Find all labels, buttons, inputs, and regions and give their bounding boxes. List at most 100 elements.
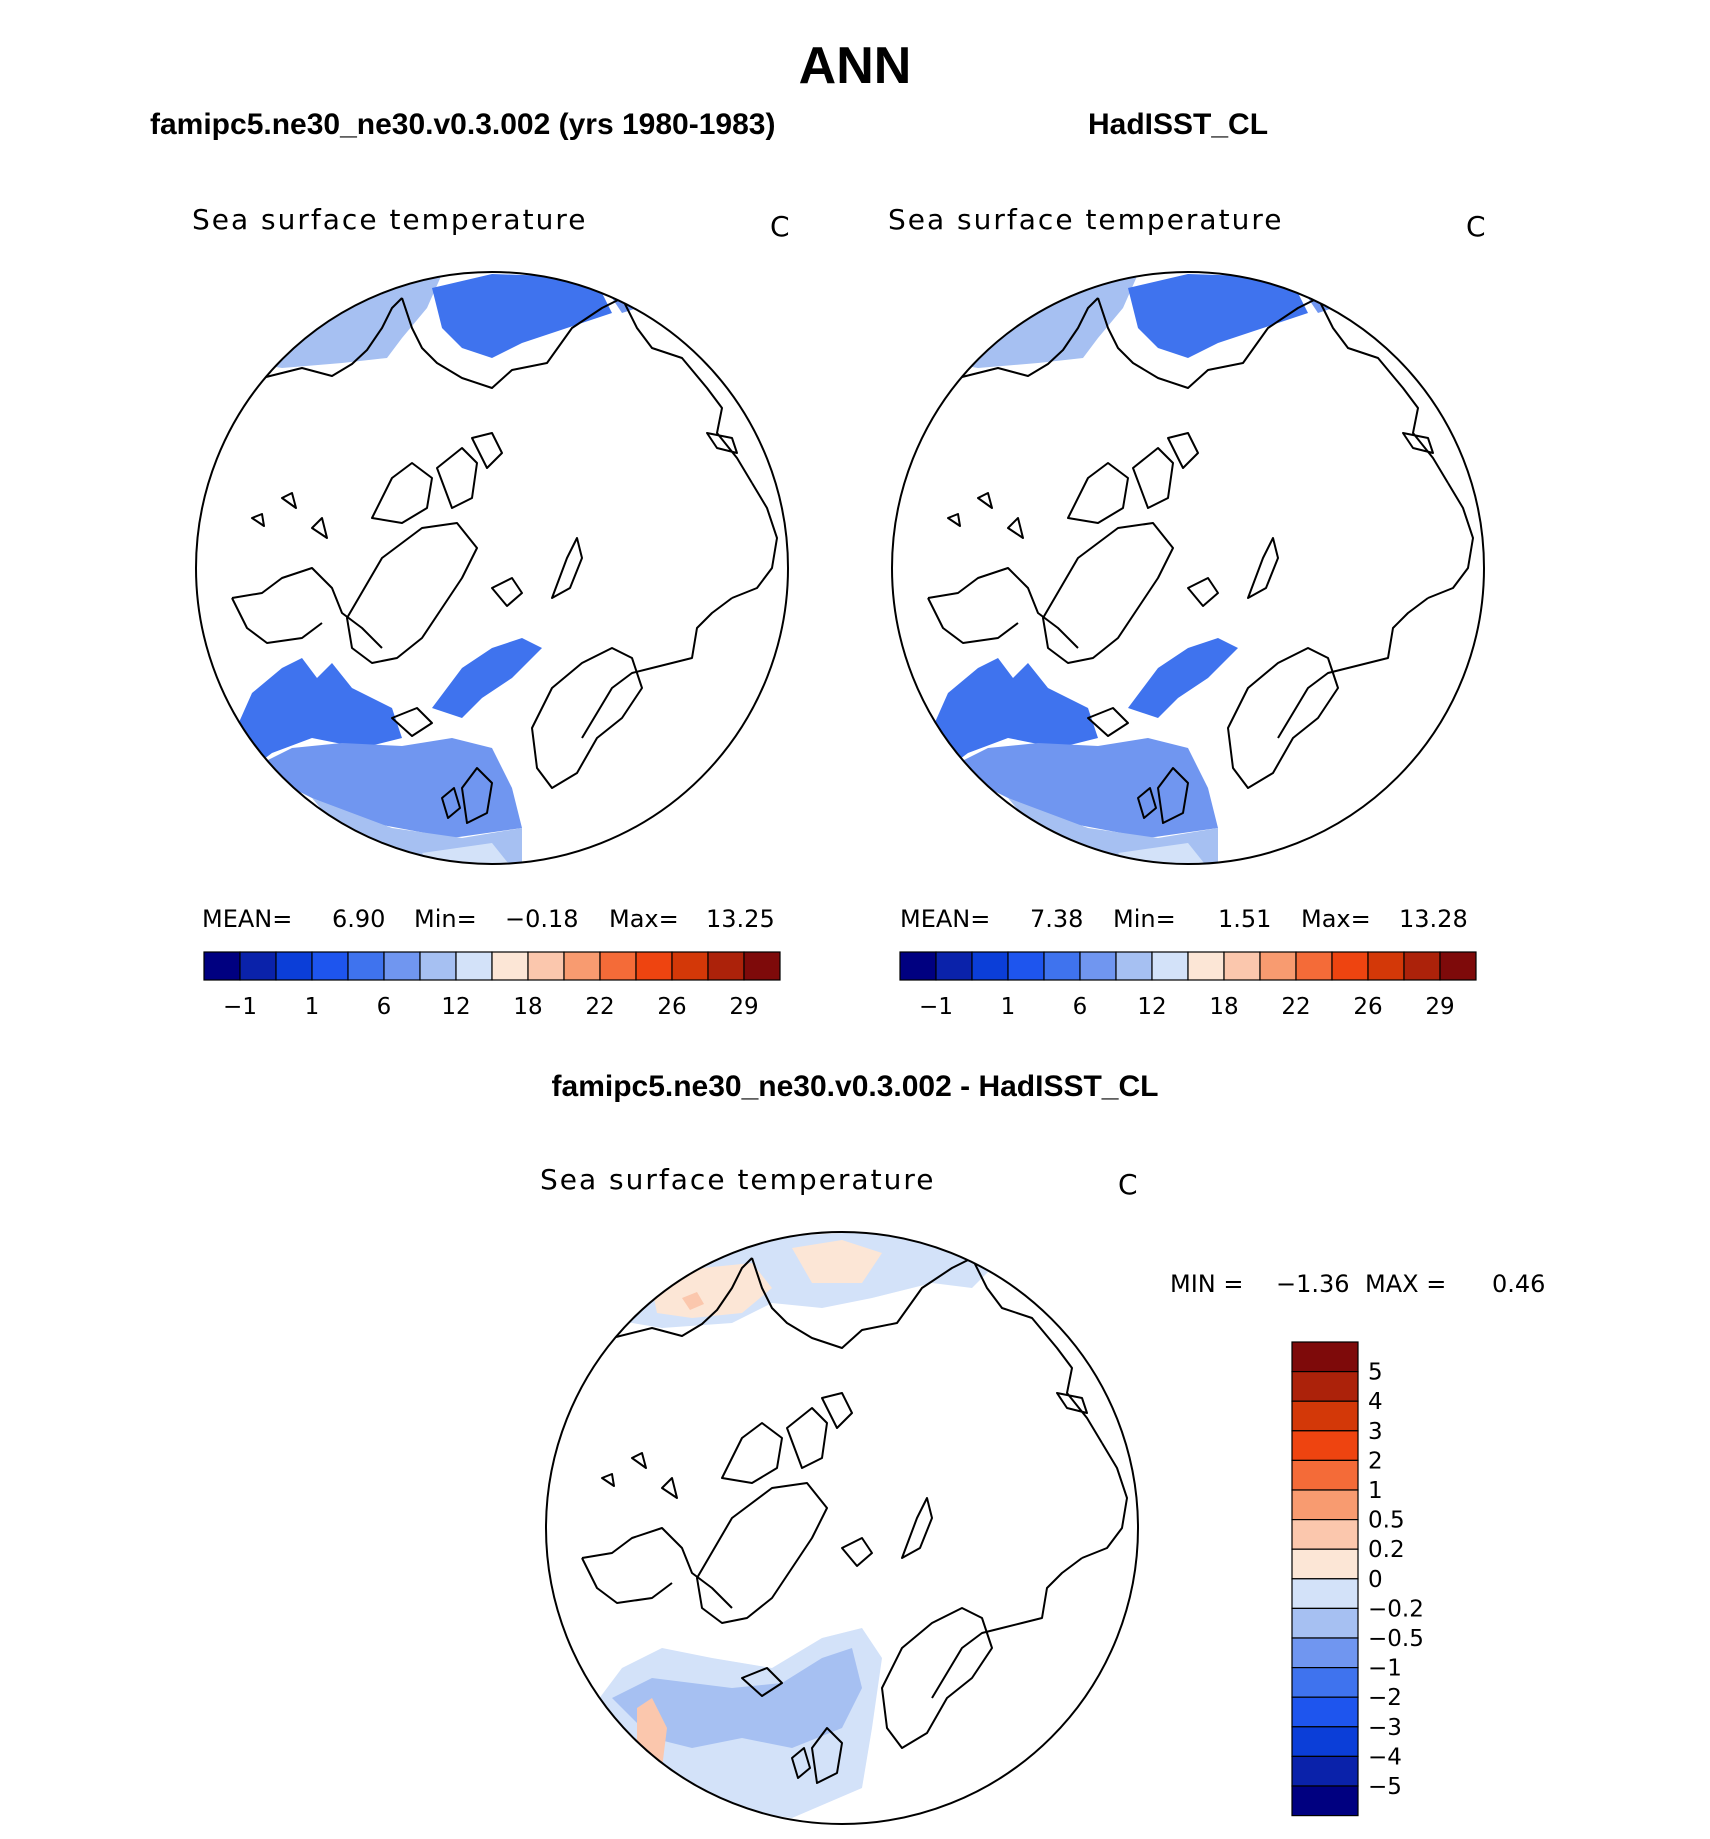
difference-colorbar-tick-label: −2 [1368,1685,1402,1711]
difference-map-coastline [751,1257,973,1349]
difference-max-label: MAX = [1365,1270,1447,1298]
left-map-coastline [731,482,778,599]
right-map-coastline [1427,482,1474,599]
left-map-coastline [231,297,403,379]
left-colorbar-swatch [599,951,637,981]
difference-colorbar-swatch [1291,1637,1359,1669]
left-colorbar-swatch [563,951,601,981]
right-map-coastline [927,597,1019,644]
right-colorbar-swatch [1295,951,1333,981]
right-colorbar-tick-label: −1 [919,994,953,1020]
difference-map-sst-fill [682,1292,704,1310]
left-colorbar-swatch [455,951,493,981]
right-min-value: 1.51 [1218,905,1272,933]
difference-colorbar-tick-label: 5 [1368,1360,1383,1386]
left-map-coastline [461,767,493,824]
difference-min-value: −1.36 [1276,1270,1350,1298]
left-map-coastline [436,447,478,509]
difference-map-map-border [545,1231,1139,1825]
right-map-coastline [1317,297,1449,484]
right-map-coastline [1187,577,1219,607]
left-colorbar-swatch [527,951,565,981]
difference-map-coastline [971,1257,1103,1444]
difference-map-sst-fill [612,1648,862,1748]
right-map-units: C [1466,210,1486,243]
left-map-sst-fill [232,658,402,768]
left-map-coastline [401,297,623,389]
right-colorbar-swatch [1115,951,1153,981]
right-colorbar: −1 1 6 12 18 22 26 29 [899,951,1477,1020]
left-colorbar-swatch [383,951,421,981]
left-colorbar-swatch [671,951,709,981]
difference-map-coastline [1081,1442,1128,1559]
difference-min-label: MIN = [1170,1270,1244,1298]
left-max-value: 13.25 [706,905,775,933]
left-colorbar-swatch [239,951,277,981]
right-colorbar-tick-label: 12 [1137,994,1166,1020]
difference-colorbar-swatch [1291,1726,1359,1757]
left-map-coastline [231,597,323,644]
difference-map-coastline [786,1407,828,1469]
right-panel-header: HadISST_CL [1088,108,1269,141]
right-colorbar-swatch [1259,951,1297,981]
difference-colorbar-tick-label: −5 [1368,1774,1402,1800]
difference-map-coastline [741,1667,783,1697]
right-map-coastline [1157,767,1189,824]
left-min-value: −0.18 [505,905,579,933]
left-colorbar-tick-label: −1 [223,994,257,1020]
left-map-coastline [281,492,297,509]
difference-map-coastline [581,1557,673,1604]
right-polar-map [891,271,1485,865]
left-colorbar-tick-label: 1 [305,994,320,1020]
right-map-coastline [1042,522,1174,664]
right-colorbar-swatch [1367,951,1405,981]
difference-map-coastline [881,1607,993,1749]
right-max-label: Max= [1301,905,1371,933]
right-map-coastline [1227,647,1339,789]
left-map-coastline [621,297,753,484]
difference-colorbar-swatch [1291,1430,1359,1462]
left-colorbar-swatch [275,951,313,981]
difference-colorbar-swatch [1291,1667,1359,1698]
right-map-coastline [1247,537,1279,599]
difference-colorbar-swatch [1291,1607,1359,1639]
right-colorbar-swatch [1151,951,1189,981]
difference-map-coastline [791,1747,811,1779]
left-map-coastline [391,707,433,737]
difference-map-coastline [721,1422,783,1484]
difference-colorbar: 5 4 3 2 1 0.5 0.2 0 −0.2 −0.5 −1 −2 −3 −4 −5 [1291,1341,1424,1817]
left-colorbar-swatch [203,951,241,981]
right-map-coastline [1067,462,1129,524]
right-min-label: Min= [1113,905,1176,933]
left-colorbar-swatch [707,951,745,981]
difference-colorbar-swatch [1291,1400,1359,1432]
left-map-coastline [706,432,738,454]
right-colorbar-tick-label: 22 [1281,994,1310,1020]
difference-map-coastline [631,1452,647,1469]
left-map-map-border [195,271,789,865]
left-map-title: Sea surface temperature [192,203,588,236]
left-min-label: Min= [414,905,477,933]
left-map-sst-fill [432,274,612,358]
left-mean-value: 6.90 [332,905,386,933]
difference-colorbar-swatch [1291,1548,1359,1580]
left-colorbar: −1 1 6 12 18 22 26 29 [203,951,781,1020]
difference-map-coastline [696,1482,828,1624]
right-colorbar-swatch [899,951,937,981]
right-map-sst-fill [928,658,1098,768]
right-colorbar-tick-label: 18 [1209,994,1238,1020]
difference-map-units: C [1118,1168,1138,1201]
right-colorbar-swatch [1403,951,1441,981]
right-colorbar-tick-label: 26 [1353,994,1382,1020]
left-colorbar-tick-label: 18 [513,994,542,1020]
difference-map-coastline [661,1477,678,1499]
difference-colorbar-swatch [1291,1578,1359,1610]
difference-colorbar-tick-label: −0.2 [1368,1596,1424,1622]
left-colorbar-swatch [635,951,673,981]
difference-colorbar-tick-label: 1 [1368,1478,1383,1504]
right-map-sst-fill [948,274,1138,368]
right-colorbar-swatch [1223,951,1261,981]
difference-colorbar-tick-label: 3 [1368,1419,1383,1445]
difference-colorbar-tick-label: 2 [1368,1448,1383,1474]
left-map-sst-fill [432,638,542,718]
